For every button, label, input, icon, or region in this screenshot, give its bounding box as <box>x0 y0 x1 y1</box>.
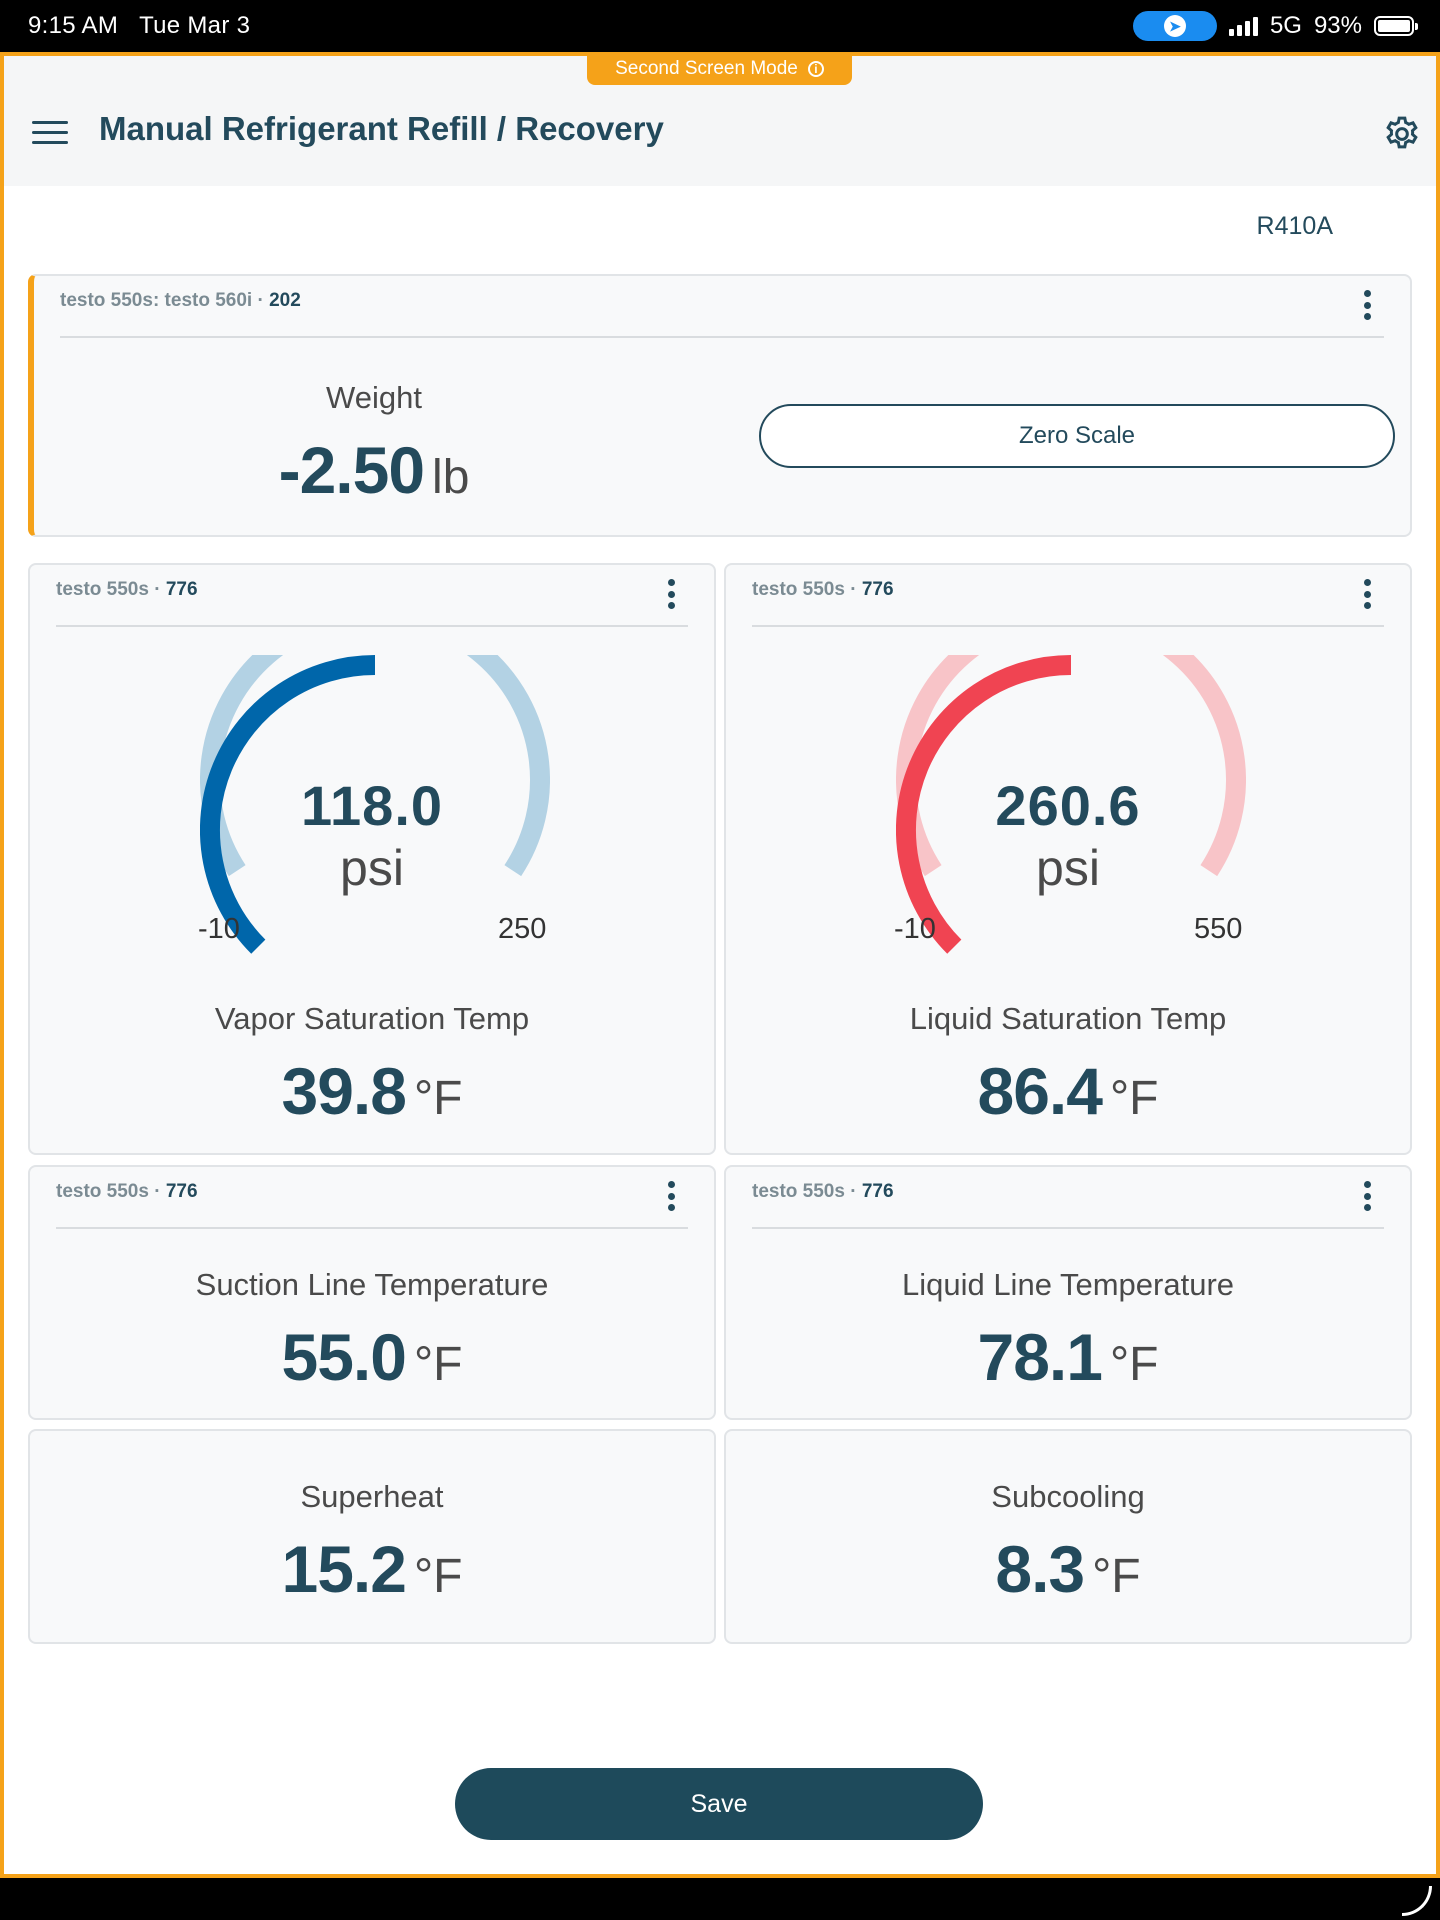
status-indicators: ➤ 5G 93% <box>1132 10 1418 42</box>
superheat-value: 15.2 °F <box>30 1531 714 1607</box>
weight-value: -2.50 lb <box>34 432 714 508</box>
liquid-sat-label: Liquid Saturation Temp <box>909 1001 1227 1036</box>
liquid-line-number: 78.1 <box>977 1320 1103 1394</box>
vapor-sat-label: Vapor Saturation Temp <box>214 1001 530 1036</box>
status-date-text: Tue Mar 3 <box>139 12 251 39</box>
device-serial: 202 <box>269 290 301 311</box>
vapor-pressure-gauge <box>200 655 550 954</box>
more-options-icon[interactable] <box>1362 579 1372 609</box>
suction-line-label: Suction Line Temperature <box>195 1267 549 1302</box>
info-icon[interactable]: i <box>807 60 824 77</box>
more-options-icon[interactable] <box>666 1181 676 1211</box>
subcooling-number: 8.3 <box>995 1532 1085 1606</box>
liquid-pressure-unit: psi <box>1036 840 1100 896</box>
liquid-line-unit: °F <box>1109 1338 1159 1391</box>
weight-unit: lb <box>432 451 470 504</box>
corner-gesture-icon <box>1402 1886 1432 1916</box>
gear-icon[interactable] <box>1382 114 1422 154</box>
zero-scale-button[interactable]: Zero Scale <box>759 404 1395 468</box>
weight-card: testo 550s: testo 560i · 202 Weight -2.5… <box>28 274 1412 537</box>
liquid-pressure-gauge <box>896 655 1246 954</box>
refrigerant-type[interactable]: R410A <box>1256 212 1333 240</box>
banner-label: Second Screen Mode <box>615 57 798 79</box>
vapor-pressure-value: 118.0 <box>300 774 444 837</box>
more-options-icon[interactable] <box>1362 290 1372 320</box>
status-time: 9:15 AM Tue Mar 3 <box>28 12 250 40</box>
subcooling-value: 8.3 °F <box>726 1531 1410 1607</box>
suction-line-card: testo 550s · 776 Suction Line Temperatur… <box>28 1165 716 1420</box>
gauge-min-label: -10 <box>894 913 936 945</box>
subcooling-label: Subcooling <box>991 1479 1145 1514</box>
superheat-number: 15.2 <box>281 1532 407 1606</box>
vapor-pressure-unit: psi <box>340 840 404 896</box>
system-bottom-bar <box>0 1878 1440 1920</box>
gauge-track <box>896 655 1246 877</box>
gauge-max-label: 550 <box>1194 913 1243 945</box>
gauge-max-label: 250 <box>498 913 547 945</box>
gauge-track <box>200 655 550 877</box>
network-label: 5G <box>1269 12 1302 39</box>
vapor-pressure-card: testo 550s · 776 118.0 psi -10 250 Vapor… <box>28 563 716 1155</box>
gauge-min-label: -10 <box>198 913 240 945</box>
superheat-label: Superheat <box>300 1479 444 1514</box>
liquid-line-label: Liquid Line Temperature <box>901 1267 1235 1302</box>
card-header: testo 550s · 776 <box>56 579 688 627</box>
card-header: testo 550s · 776 <box>56 1181 688 1229</box>
liquid-pressure-value: 260.6 <box>995 774 1141 837</box>
weight-number: -2.50 <box>278 433 425 507</box>
device-serial: 776 <box>861 1181 894 1202</box>
liquid-line-card: testo 550s · 776 Liquid Line Temperature… <box>724 1165 1412 1420</box>
liquid-sat-number: 86.4 <box>977 1054 1103 1128</box>
card-header: testo 550s: testo 560i · 202 <box>60 290 1384 338</box>
vapor-sat-unit: °F <box>413 1072 463 1125</box>
more-options-icon[interactable] <box>1362 1181 1372 1211</box>
save-button[interactable]: Save <box>455 1768 983 1840</box>
weight-label: Weight <box>326 380 422 415</box>
subcooling-unit: °F <box>1092 1550 1141 1603</box>
suction-line-unit: °F <box>413 1338 463 1391</box>
device-name: testo 550s <box>56 1181 149 1202</box>
device-label: testo 550s · 776 <box>56 579 198 600</box>
liquid-pressure-card: testo 550s · 776 260.6 psi -10 550 Liqui… <box>724 563 1412 1155</box>
device-label: testo 550s · 776 <box>752 1181 894 1202</box>
second-screen-banner[interactable]: Second Screen Mode i <box>587 52 852 85</box>
device-label: testo 550s: testo 560i · 202 <box>60 290 301 311</box>
device-name: testo 550s <box>752 579 845 600</box>
navigation-pill-icon: ➤ <box>1132 11 1217 41</box>
vapor-sat-number: 39.8 <box>281 1054 407 1128</box>
device-name: testo 550s <box>56 579 149 600</box>
battery-percent: 93% <box>1313 12 1362 39</box>
page-title: Manual Refrigerant Refill / Recovery <box>99 110 664 147</box>
gauge-fill <box>896 655 1072 954</box>
card-header: testo 550s · 776 <box>752 579 1384 627</box>
gauge-fill <box>200 655 376 954</box>
card-header: testo 550s · 776 <box>752 1181 1384 1229</box>
liquid-line-value: 78.1 °F <box>726 1319 1410 1395</box>
superheat-card: Superheat 15.2 °F <box>28 1429 716 1644</box>
device-name: testo 550s: testo 560i <box>60 290 253 311</box>
device-serial: 776 <box>165 1181 198 1202</box>
subcooling-card: Subcooling 8.3 °F <box>724 1429 1412 1644</box>
status-bar: 9:15 AM Tue Mar 3 ➤ 5G 93% <box>0 0 1440 52</box>
device-label: testo 550s · 776 <box>56 1181 198 1202</box>
device-serial: 776 <box>861 579 894 600</box>
status-time-text: 9:15 AM <box>28 12 119 39</box>
signal-icon <box>1228 16 1258 36</box>
suction-line-number: 55.0 <box>281 1320 407 1394</box>
suction-line-value: 55.0 °F <box>30 1319 714 1395</box>
more-options-icon[interactable] <box>666 579 676 609</box>
superheat-unit: °F <box>413 1550 463 1603</box>
battery-icon <box>1374 16 1418 36</box>
device-name: testo 550s <box>752 1181 845 1202</box>
liquid-sat-value: 86.4 °F <box>726 1053 1410 1129</box>
device-label: testo 550s · 776 <box>752 579 894 600</box>
liquid-sat-unit: °F <box>1109 1072 1159 1125</box>
menu-icon[interactable] <box>32 121 68 147</box>
device-serial: 776 <box>165 579 198 600</box>
vapor-sat-value: 39.8 °F <box>30 1053 714 1129</box>
